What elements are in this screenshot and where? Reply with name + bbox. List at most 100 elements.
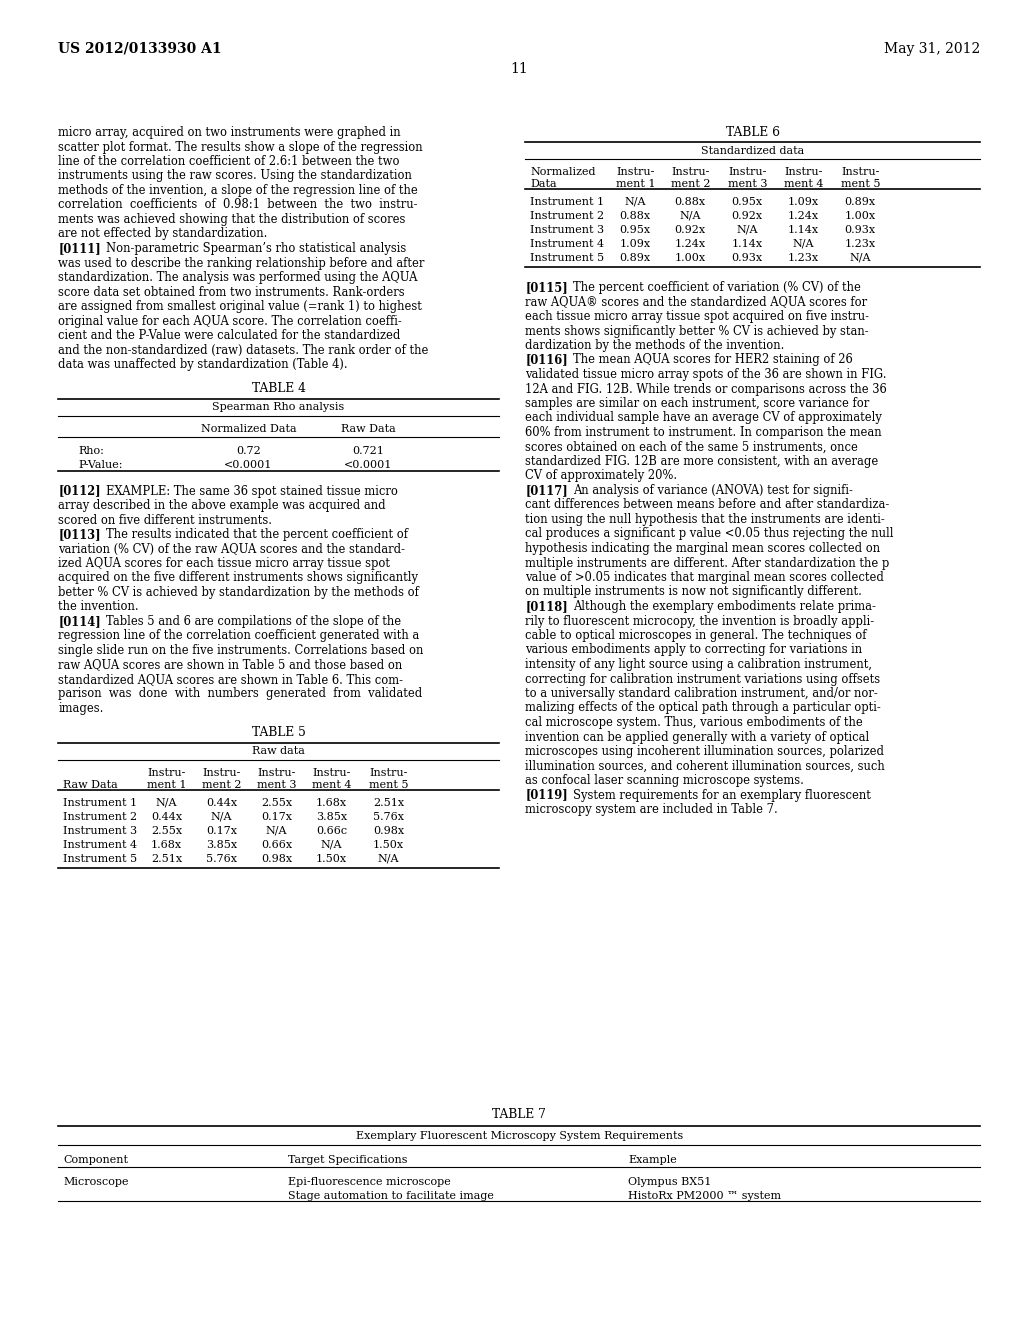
- Text: 1.00x: 1.00x: [845, 211, 876, 220]
- Text: Although the exemplary embodiments relate prima-: Although the exemplary embodiments relat…: [573, 601, 877, 612]
- Text: Target Specifications: Target Specifications: [289, 1155, 408, 1166]
- Text: Instru-: Instru-: [147, 767, 185, 777]
- Text: Tables 5 and 6 are compilations of the slope of the: Tables 5 and 6 are compilations of the s…: [106, 615, 401, 628]
- Text: to a universally standard calibration instrument, and/or nor-: to a universally standard calibration in…: [525, 686, 878, 700]
- Text: standardization. The analysis was performed using the AQUA: standardization. The analysis was perfor…: [58, 271, 418, 284]
- Text: on multiple instruments is now not significantly different.: on multiple instruments is now not signi…: [525, 586, 862, 598]
- Text: 1.14x: 1.14x: [732, 239, 763, 249]
- Text: hypothesis indicating the marginal mean scores collected on: hypothesis indicating the marginal mean …: [525, 543, 881, 554]
- Text: N/A: N/A: [265, 825, 287, 836]
- Text: Instrument 2: Instrument 2: [63, 812, 137, 821]
- Text: ments shows significantly better % CV is achieved by stan-: ments shows significantly better % CV is…: [525, 325, 869, 338]
- Text: each individual sample have an average CV of approximately: each individual sample have an average C…: [525, 412, 883, 425]
- Text: 1.68x: 1.68x: [315, 797, 347, 808]
- Text: original value for each AQUA score. The correlation coeffi-: original value for each AQUA score. The …: [58, 314, 402, 327]
- Text: N/A: N/A: [850, 253, 871, 263]
- Text: The results indicated that the percent coefficient of: The results indicated that the percent c…: [106, 528, 409, 541]
- Text: HistoRx PM2000 ™ system: HistoRx PM2000 ™ system: [629, 1191, 781, 1201]
- Text: 1.24x: 1.24x: [675, 239, 706, 249]
- Text: tion using the null hypothesis that the instruments are identi-: tion using the null hypothesis that the …: [525, 513, 885, 525]
- Text: parison  was  done  with  numbers  generated  from  validated: parison was done with numbers generated …: [58, 688, 423, 701]
- Text: raw AQUA® scores and the standardized AQUA scores for: raw AQUA® scores and the standardized AQ…: [525, 296, 867, 309]
- Text: 0.66c: 0.66c: [315, 825, 347, 836]
- Text: 2.51x: 2.51x: [373, 797, 403, 808]
- Text: correcting for calibration instrument variations using offsets: correcting for calibration instrument va…: [525, 672, 881, 685]
- Text: acquired on the five different instruments shows significantly: acquired on the five different instrumen…: [58, 572, 419, 585]
- Text: N/A: N/A: [680, 211, 701, 220]
- Text: P-Value:: P-Value:: [79, 461, 123, 470]
- Text: scatter plot format. The results show a slope of the regression: scatter plot format. The results show a …: [58, 140, 423, 153]
- Text: 0.95x: 0.95x: [620, 224, 651, 235]
- Text: invention can be applied generally with a variety of optical: invention can be applied generally with …: [525, 730, 869, 743]
- Text: TABLE 6: TABLE 6: [726, 125, 779, 139]
- Text: Standardized data: Standardized data: [701, 147, 804, 156]
- Text: cant differences between means before and after standardiza-: cant differences between means before an…: [525, 499, 890, 511]
- Text: raw AQUA scores are shown in Table 5 and those based on: raw AQUA scores are shown in Table 5 and…: [58, 659, 402, 672]
- Text: [0119]: [0119]: [525, 788, 568, 801]
- Text: N/A: N/A: [793, 239, 814, 249]
- Text: cal microscope system. Thus, various embodiments of the: cal microscope system. Thus, various emb…: [525, 715, 863, 729]
- Text: [0117]: [0117]: [525, 484, 568, 498]
- Text: Instrument 3: Instrument 3: [530, 224, 604, 235]
- Text: cient and the P-Value were calculated for the standardized: cient and the P-Value were calculated fo…: [58, 329, 400, 342]
- Text: 3.85x: 3.85x: [315, 812, 347, 821]
- Text: ment 5: ment 5: [841, 180, 880, 189]
- Text: 1.00x: 1.00x: [675, 253, 706, 263]
- Text: 1.09x: 1.09x: [620, 239, 651, 249]
- Text: [0113]: [0113]: [58, 528, 101, 541]
- Text: Instru-: Instru-: [312, 767, 350, 777]
- Text: TABLE 5: TABLE 5: [252, 726, 305, 739]
- Text: <0.0001: <0.0001: [224, 461, 272, 470]
- Text: 0.44x: 0.44x: [151, 812, 182, 821]
- Text: score data set obtained from two instruments. Rank-orders: score data set obtained from two instrum…: [58, 285, 406, 298]
- Text: ments was achieved showing that the distribution of scores: ments was achieved showing that the dist…: [58, 213, 406, 226]
- Text: TABLE 4: TABLE 4: [252, 383, 305, 396]
- Text: Non-parametric Spearman’s rho statistical analysis: Non-parametric Spearman’s rho statistica…: [106, 242, 407, 255]
- Text: N/A: N/A: [736, 224, 758, 235]
- Text: samples are similar on each instrument, score variance for: samples are similar on each instrument, …: [525, 397, 869, 411]
- Text: instruments using the raw scores. Using the standardization: instruments using the raw scores. Using …: [58, 169, 413, 182]
- Text: N/A: N/A: [211, 812, 232, 821]
- Text: 0.92x: 0.92x: [732, 211, 763, 220]
- Text: 0.17x: 0.17x: [206, 825, 237, 836]
- Text: microscopy system are included in Table 7.: microscopy system are included in Table …: [525, 803, 778, 816]
- Text: 5.76x: 5.76x: [373, 812, 403, 821]
- Text: 2.51x: 2.51x: [151, 854, 182, 863]
- Text: Example: Example: [629, 1155, 677, 1166]
- Text: N/A: N/A: [378, 854, 399, 863]
- Text: 1.68x: 1.68x: [151, 840, 182, 850]
- Text: 0.88x: 0.88x: [620, 211, 651, 220]
- Text: 60% from instrument to instrument. In comparison the mean: 60% from instrument to instrument. In co…: [525, 426, 882, 440]
- Text: [0115]: [0115]: [525, 281, 568, 294]
- Text: single slide run on the five instruments. Correlations based on: single slide run on the five instruments…: [58, 644, 424, 657]
- Text: Rho:: Rho:: [79, 446, 104, 457]
- Text: 1.23x: 1.23x: [845, 239, 876, 249]
- Text: 1.09x: 1.09x: [787, 197, 819, 207]
- Text: ment 2: ment 2: [202, 780, 241, 789]
- Text: 1.50x: 1.50x: [315, 854, 347, 863]
- Text: 11: 11: [510, 62, 528, 77]
- Text: Raw data: Raw data: [252, 747, 305, 756]
- Text: array described in the above example was acquired and: array described in the above example was…: [58, 499, 386, 512]
- Text: 3.85x: 3.85x: [206, 840, 237, 850]
- Text: scores obtained on each of the same 5 instruments, once: scores obtained on each of the same 5 in…: [525, 441, 858, 454]
- Text: [0116]: [0116]: [525, 354, 568, 367]
- Text: 0.72: 0.72: [237, 446, 261, 457]
- Text: N/A: N/A: [625, 197, 646, 207]
- Text: Instru-: Instru-: [202, 767, 241, 777]
- Text: 0.88x: 0.88x: [675, 197, 706, 207]
- Text: US 2012/0133930 A1: US 2012/0133930 A1: [58, 42, 222, 55]
- Text: value of >0.05 indicates that marginal mean scores collected: value of >0.05 indicates that marginal m…: [525, 572, 884, 583]
- Text: ized AQUA scores for each tissue micro array tissue spot: ized AQUA scores for each tissue micro a…: [58, 557, 390, 570]
- Text: Component: Component: [63, 1155, 128, 1166]
- Text: are not effected by standardization.: are not effected by standardization.: [58, 227, 267, 240]
- Text: line of the correlation coefficient of 2.6:1 between the two: line of the correlation coefficient of 2…: [58, 154, 399, 168]
- Text: [0114]: [0114]: [58, 615, 101, 628]
- Text: was used to describe the ranking relationship before and after: was used to describe the ranking relatio…: [58, 256, 425, 269]
- Text: dardization by the methods of the invention.: dardization by the methods of the invent…: [525, 339, 784, 352]
- Text: The percent coefficient of variation (% CV) of the: The percent coefficient of variation (% …: [573, 281, 861, 294]
- Text: data was unaffected by standardization (Table 4).: data was unaffected by standardization (…: [58, 358, 348, 371]
- Text: Epi-fluorescence microscope: Epi-fluorescence microscope: [289, 1177, 452, 1187]
- Text: 0.95x: 0.95x: [732, 197, 763, 207]
- Text: Instru-: Instru-: [616, 168, 654, 177]
